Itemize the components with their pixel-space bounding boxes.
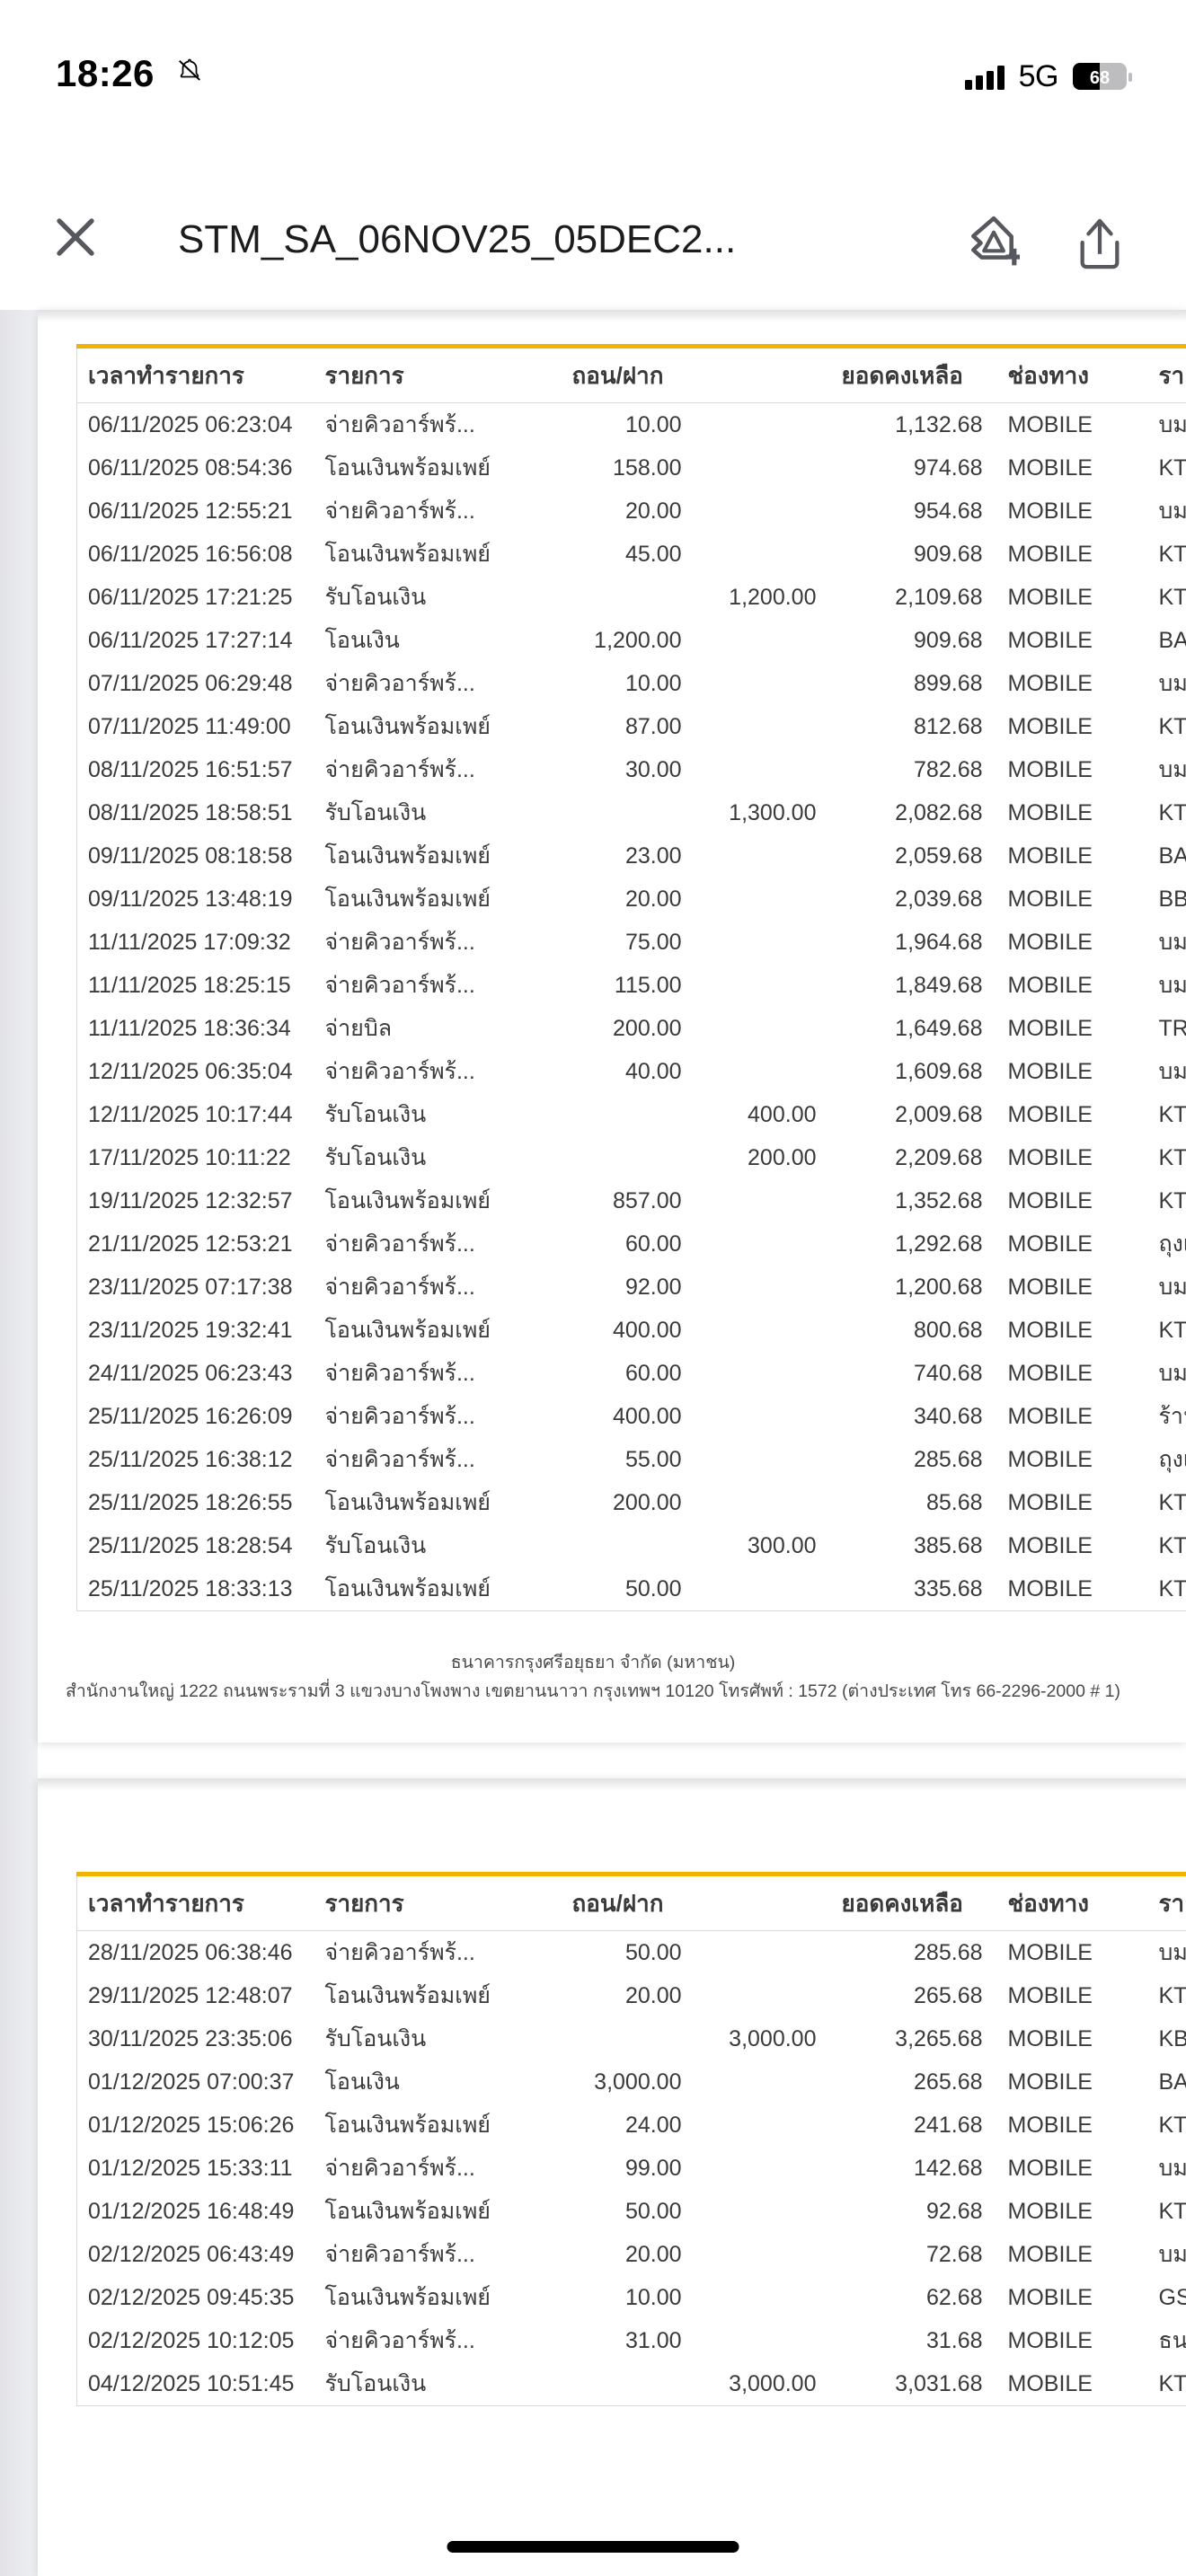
svg-text:68: 68 — [1090, 68, 1110, 88]
